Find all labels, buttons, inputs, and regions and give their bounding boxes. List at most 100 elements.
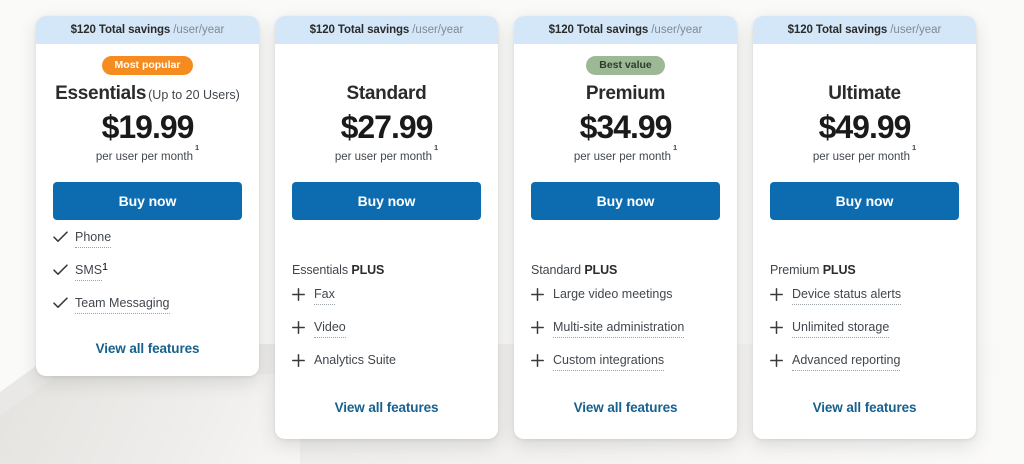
view-all-features-row: View all features (770, 385, 959, 439)
view-all-features-link[interactable]: View all features (812, 399, 917, 415)
price-footnote: 1 (912, 142, 917, 152)
feature-item: Phone (53, 229, 242, 262)
view-all-features-link[interactable]: View all features (573, 399, 678, 415)
pricing-card-essentials: $120 Total savings/user/year Most popular… (36, 16, 259, 376)
feature-label[interactable]: Advanced reporting (792, 352, 901, 371)
card-body: Most popular Essentials (Up to 20 Users) $1… (36, 44, 259, 376)
pricing-card-standard: $120 Total savings/user/year Standard $27.… (275, 16, 498, 439)
plus-word: PLUS (822, 262, 856, 277)
plus-heading: Premium PLUS (770, 263, 959, 277)
plus-prefix: Essentials (292, 262, 348, 277)
check-icon (53, 295, 75, 312)
badge-row: Best value (531, 54, 720, 76)
savings-unit: /user/year (412, 24, 464, 36)
plus-icon (531, 319, 553, 336)
plan-price: $27.99 (340, 109, 434, 145)
feature-item: Team Messaging (53, 295, 242, 328)
plus-icon (292, 352, 314, 369)
feature-label[interactable]: Multi-site administration (553, 319, 685, 338)
feature-footnote: 1 (102, 261, 108, 273)
plan-title-row: Standard (292, 83, 481, 105)
plus-word: PLUS (351, 262, 385, 277)
pricing-card-ultimate: $120 Total savings/user/year Ultimate $49.… (753, 16, 976, 439)
card-body: Standard $27.99 per user per month1 Buy now… (275, 44, 498, 439)
savings-banner: $120 Total savings/user/year (36, 16, 259, 44)
check-icon (53, 229, 75, 246)
plan-name: Standard (346, 83, 427, 104)
feature-label: Analytics Suite (314, 352, 396, 367)
plus-icon (531, 286, 553, 303)
check-icon (53, 262, 75, 279)
feature-label[interactable]: Phone (75, 229, 112, 248)
buy-now-button[interactable]: Buy now (292, 181, 481, 220)
badge-row: Most popular (53, 54, 242, 76)
plus-icon (292, 286, 314, 303)
view-all-features-row: View all features (53, 328, 242, 376)
price-period-label: per user per month (573, 150, 671, 163)
savings-amount: $120 Total savings (309, 24, 410, 36)
feature-item: Unlimited storage (770, 319, 959, 352)
most-popular-badge: Most popular (101, 55, 194, 75)
feature-label: Large video meetings (553, 286, 673, 301)
feature-list: Fax Video Analytics Suite (292, 286, 481, 385)
plan-title-row: Essentials (Up to 20 Users) (53, 83, 242, 105)
view-all-features-row: View all features (292, 385, 481, 439)
feature-label[interactable]: Custom integrations (553, 352, 665, 371)
plan-price: $34.99 (579, 109, 673, 145)
buy-now-button[interactable]: Buy now (770, 181, 959, 220)
feature-item: Custom integrations (531, 352, 720, 385)
price-period-label: per user per month (812, 150, 910, 163)
savings-banner: $120 Total savings/user/year (753, 16, 976, 44)
plan-name: Ultimate (828, 83, 901, 104)
card-body: Ultimate $49.99 per user per month1 Buy now… (753, 44, 976, 439)
plus-word: PLUS (584, 262, 618, 277)
plus-icon (770, 319, 792, 336)
feature-label[interactable]: Fax (314, 286, 335, 305)
view-all-features-link[interactable]: View all features (95, 340, 200, 356)
badge-row (770, 54, 959, 76)
feature-item: Video (292, 319, 481, 352)
plan-price: $19.99 (101, 109, 195, 145)
plan-name: Essentials (55, 83, 147, 104)
price-footnote: 1 (195, 142, 200, 152)
price-footnote: 1 (434, 142, 439, 152)
plan-name-note: (Up to 20 Users) (148, 88, 240, 102)
feature-label[interactable]: Video (314, 319, 346, 338)
feature-list: Device status alerts Unlimited storage Adv… (770, 286, 959, 385)
feature-item: SMS 1 (53, 262, 242, 295)
plan-price: $49.99 (818, 109, 912, 145)
feature-label[interactable]: Unlimited storage (792, 319, 890, 338)
plus-icon (770, 352, 792, 369)
savings-unit: /user/year (651, 24, 703, 36)
feature-item: Advanced reporting (770, 352, 959, 385)
feature-label[interactable]: SMS (75, 262, 103, 281)
savings-unit: /user/year (890, 24, 942, 36)
savings-banner: $120 Total savings/user/year (275, 16, 498, 44)
badge-row (292, 54, 481, 76)
plus-heading: Essentials PLUS (292, 263, 481, 277)
feature-item: Analytics Suite (292, 352, 481, 385)
buy-now-button[interactable]: Buy now (531, 181, 720, 220)
feature-label[interactable]: Team Messaging (75, 295, 170, 314)
plus-heading: Standard PLUS (531, 263, 720, 277)
feature-item: Large video meetings (531, 286, 720, 319)
savings-banner: $120 Total savings/user/year (514, 16, 737, 44)
best-value-badge: Best value (586, 55, 665, 75)
background-wedge-accent (0, 374, 300, 464)
feature-item: Fax (292, 286, 481, 319)
view-all-features-row: View all features (531, 385, 720, 439)
plus-icon (531, 352, 553, 369)
feature-list: Large video meetings Multi-site administr… (531, 286, 720, 385)
savings-unit: /user/year (173, 24, 225, 36)
card-body: Best value Premium $34.99 per user per mont… (514, 44, 737, 439)
plus-prefix: Premium (770, 262, 820, 277)
view-all-features-link[interactable]: View all features (334, 399, 439, 415)
pricing-card-premium: $120 Total savings/user/year Best value Pr… (514, 16, 737, 439)
pricing-card-list: $120 Total savings/user/year Most popular… (36, 16, 976, 439)
plan-title-row: Ultimate (770, 83, 959, 105)
plan-title-row: Premium (531, 83, 720, 105)
price-subtext: per user per month1 (53, 142, 242, 164)
buy-now-button[interactable]: Buy now (53, 181, 242, 220)
plan-name: Premium (585, 83, 666, 104)
feature-label[interactable]: Device status alerts (792, 286, 902, 305)
